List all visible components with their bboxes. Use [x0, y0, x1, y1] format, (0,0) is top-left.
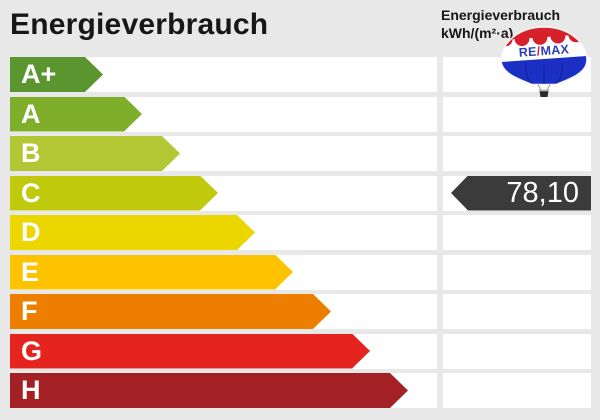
energy-row-A+: A+	[0, 57, 600, 92]
remax-wordmark: RE/MAX	[518, 42, 570, 60]
energy-class-arrow: H	[10, 373, 408, 408]
value-cell	[443, 96, 591, 132]
energy-row-E: E	[0, 254, 600, 290]
balloon-basket-rim	[539, 89, 549, 92]
value-cell	[443, 136, 591, 171]
unit-caption-line2: kWh/(m²·a)	[441, 25, 514, 41]
energy-class-arrow: B	[10, 136, 180, 171]
energy-class-arrow: E	[10, 254, 293, 290]
energy-value-badge: 78,10	[451, 175, 591, 211]
energy-row-F: F	[0, 294, 600, 329]
balloon-basket	[539, 91, 549, 97]
energy-row-B: B	[0, 136, 600, 171]
value-cell	[443, 294, 591, 329]
remax-balloon-logo: RE/MAX	[500, 26, 588, 97]
energy-row-D: D	[0, 215, 600, 250]
value-cell	[443, 333, 591, 369]
page-title: Energieverbrauch	[10, 8, 269, 41]
energy-class-arrow: A	[10, 96, 142, 132]
energy-class-arrow: F	[10, 294, 331, 329]
value-cell	[443, 254, 591, 290]
energy-row-H: H	[0, 373, 600, 408]
unit-caption-line1: Energieverbrauch	[441, 7, 561, 23]
unit-caption: Energieverbrauch kWh/(m²·a)	[441, 6, 560, 42]
value-cell	[443, 215, 591, 250]
energy-row-G: G	[0, 333, 600, 369]
value-cell	[443, 373, 591, 408]
energy-class-arrow: A+	[10, 57, 103, 92]
energy-class-arrow: G	[10, 333, 370, 369]
energy-class-arrow: C	[10, 175, 218, 211]
energy-row-A: A	[0, 96, 600, 132]
energy-class-arrow: D	[10, 215, 255, 250]
